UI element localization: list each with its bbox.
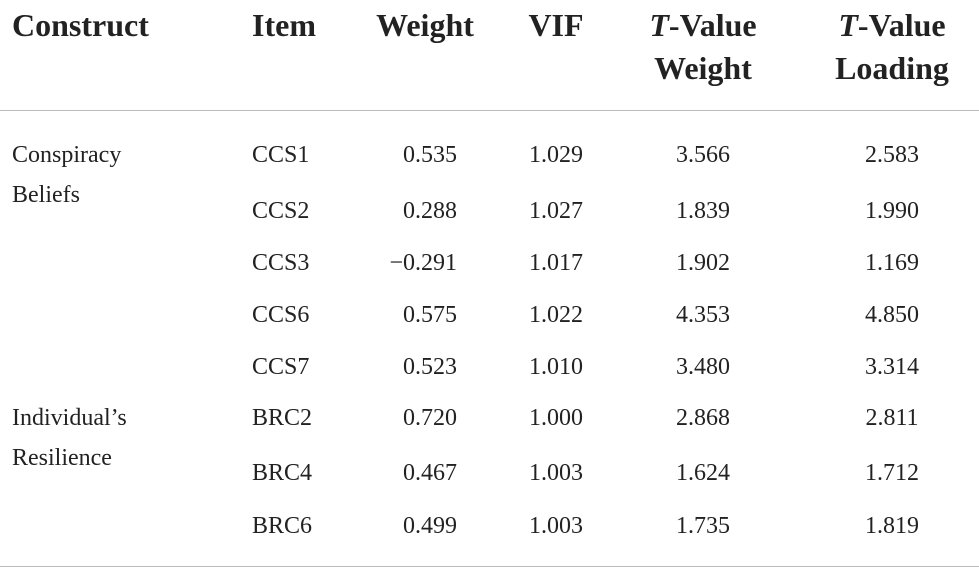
value-cell: 1.902	[676, 250, 730, 276]
value-cell: 4.353	[676, 302, 730, 328]
value-cell: 0.467	[403, 460, 457, 486]
header-line: T-Value	[838, 7, 946, 43]
value-cell: 1.624	[676, 460, 730, 486]
value-cell: 1.000	[529, 405, 583, 431]
header-line: Construct	[12, 7, 149, 43]
value-cell: 1.027	[529, 198, 583, 224]
value-cell: 0.499	[403, 513, 457, 539]
item-cell: BRC4	[252, 460, 313, 486]
value-cell: 0.288	[403, 198, 457, 224]
value-cell: 1.990	[865, 198, 919, 224]
value-cell: 2.583	[865, 142, 919, 168]
value-cell: 4.850	[865, 302, 919, 328]
item-cell: BRC2	[252, 405, 313, 431]
value-cell: 0.523	[403, 354, 457, 380]
header-line: T-Value	[649, 7, 757, 43]
value-cell: 1.017	[529, 250, 583, 276]
header-line: Loading	[835, 50, 949, 86]
item-cell: BRC6	[252, 513, 313, 539]
value-cell: 1.003	[529, 513, 583, 539]
item-cell: CCS1	[252, 142, 310, 168]
column-header: Weight	[376, 4, 474, 47]
header-line: VIF	[528, 7, 584, 43]
value-cell: 1.712	[865, 460, 919, 486]
value-cell: 2.811	[865, 405, 919, 431]
construct-label: Individual’s Resilience	[12, 405, 127, 471]
value-cell: 2.868	[676, 405, 730, 431]
column-header: T-Value Loading	[835, 4, 949, 90]
value-cell: 1.003	[529, 460, 583, 486]
item-cell: CCS6	[252, 302, 310, 328]
value-cell: 1.735	[676, 513, 730, 539]
item-cell: CCS7	[252, 354, 310, 380]
value-cell: 1.010	[529, 354, 583, 380]
column-header: T-Value Weight	[649, 4, 756, 90]
header-line: Weight	[376, 7, 474, 43]
value-cell: −0.291	[389, 250, 457, 276]
bottom-rule	[0, 566, 979, 567]
column-header: Item	[252, 4, 316, 47]
column-header: VIF	[528, 4, 583, 47]
value-cell: 3.480	[676, 354, 730, 380]
value-cell: 1.819	[865, 513, 919, 539]
column-header: Construct	[12, 4, 149, 47]
value-cell: 0.535	[403, 142, 457, 168]
construct-label: Conspiracy Beliefs	[12, 142, 122, 208]
value-cell: 0.720	[403, 405, 457, 431]
value-cell: 0.575	[403, 302, 457, 328]
value-cell: 1.169	[865, 250, 919, 276]
item-cell: CCS3	[252, 250, 310, 276]
header-line: Weight	[654, 50, 752, 86]
header-line: Item	[252, 7, 316, 43]
value-cell: 3.314	[865, 354, 919, 380]
header-rule	[0, 110, 979, 111]
value-cell: 1.839	[676, 198, 730, 224]
value-cell: 1.029	[529, 142, 583, 168]
item-cell: CCS2	[252, 198, 310, 224]
value-cell: 3.566	[676, 142, 730, 168]
value-cell: 1.022	[529, 302, 583, 328]
